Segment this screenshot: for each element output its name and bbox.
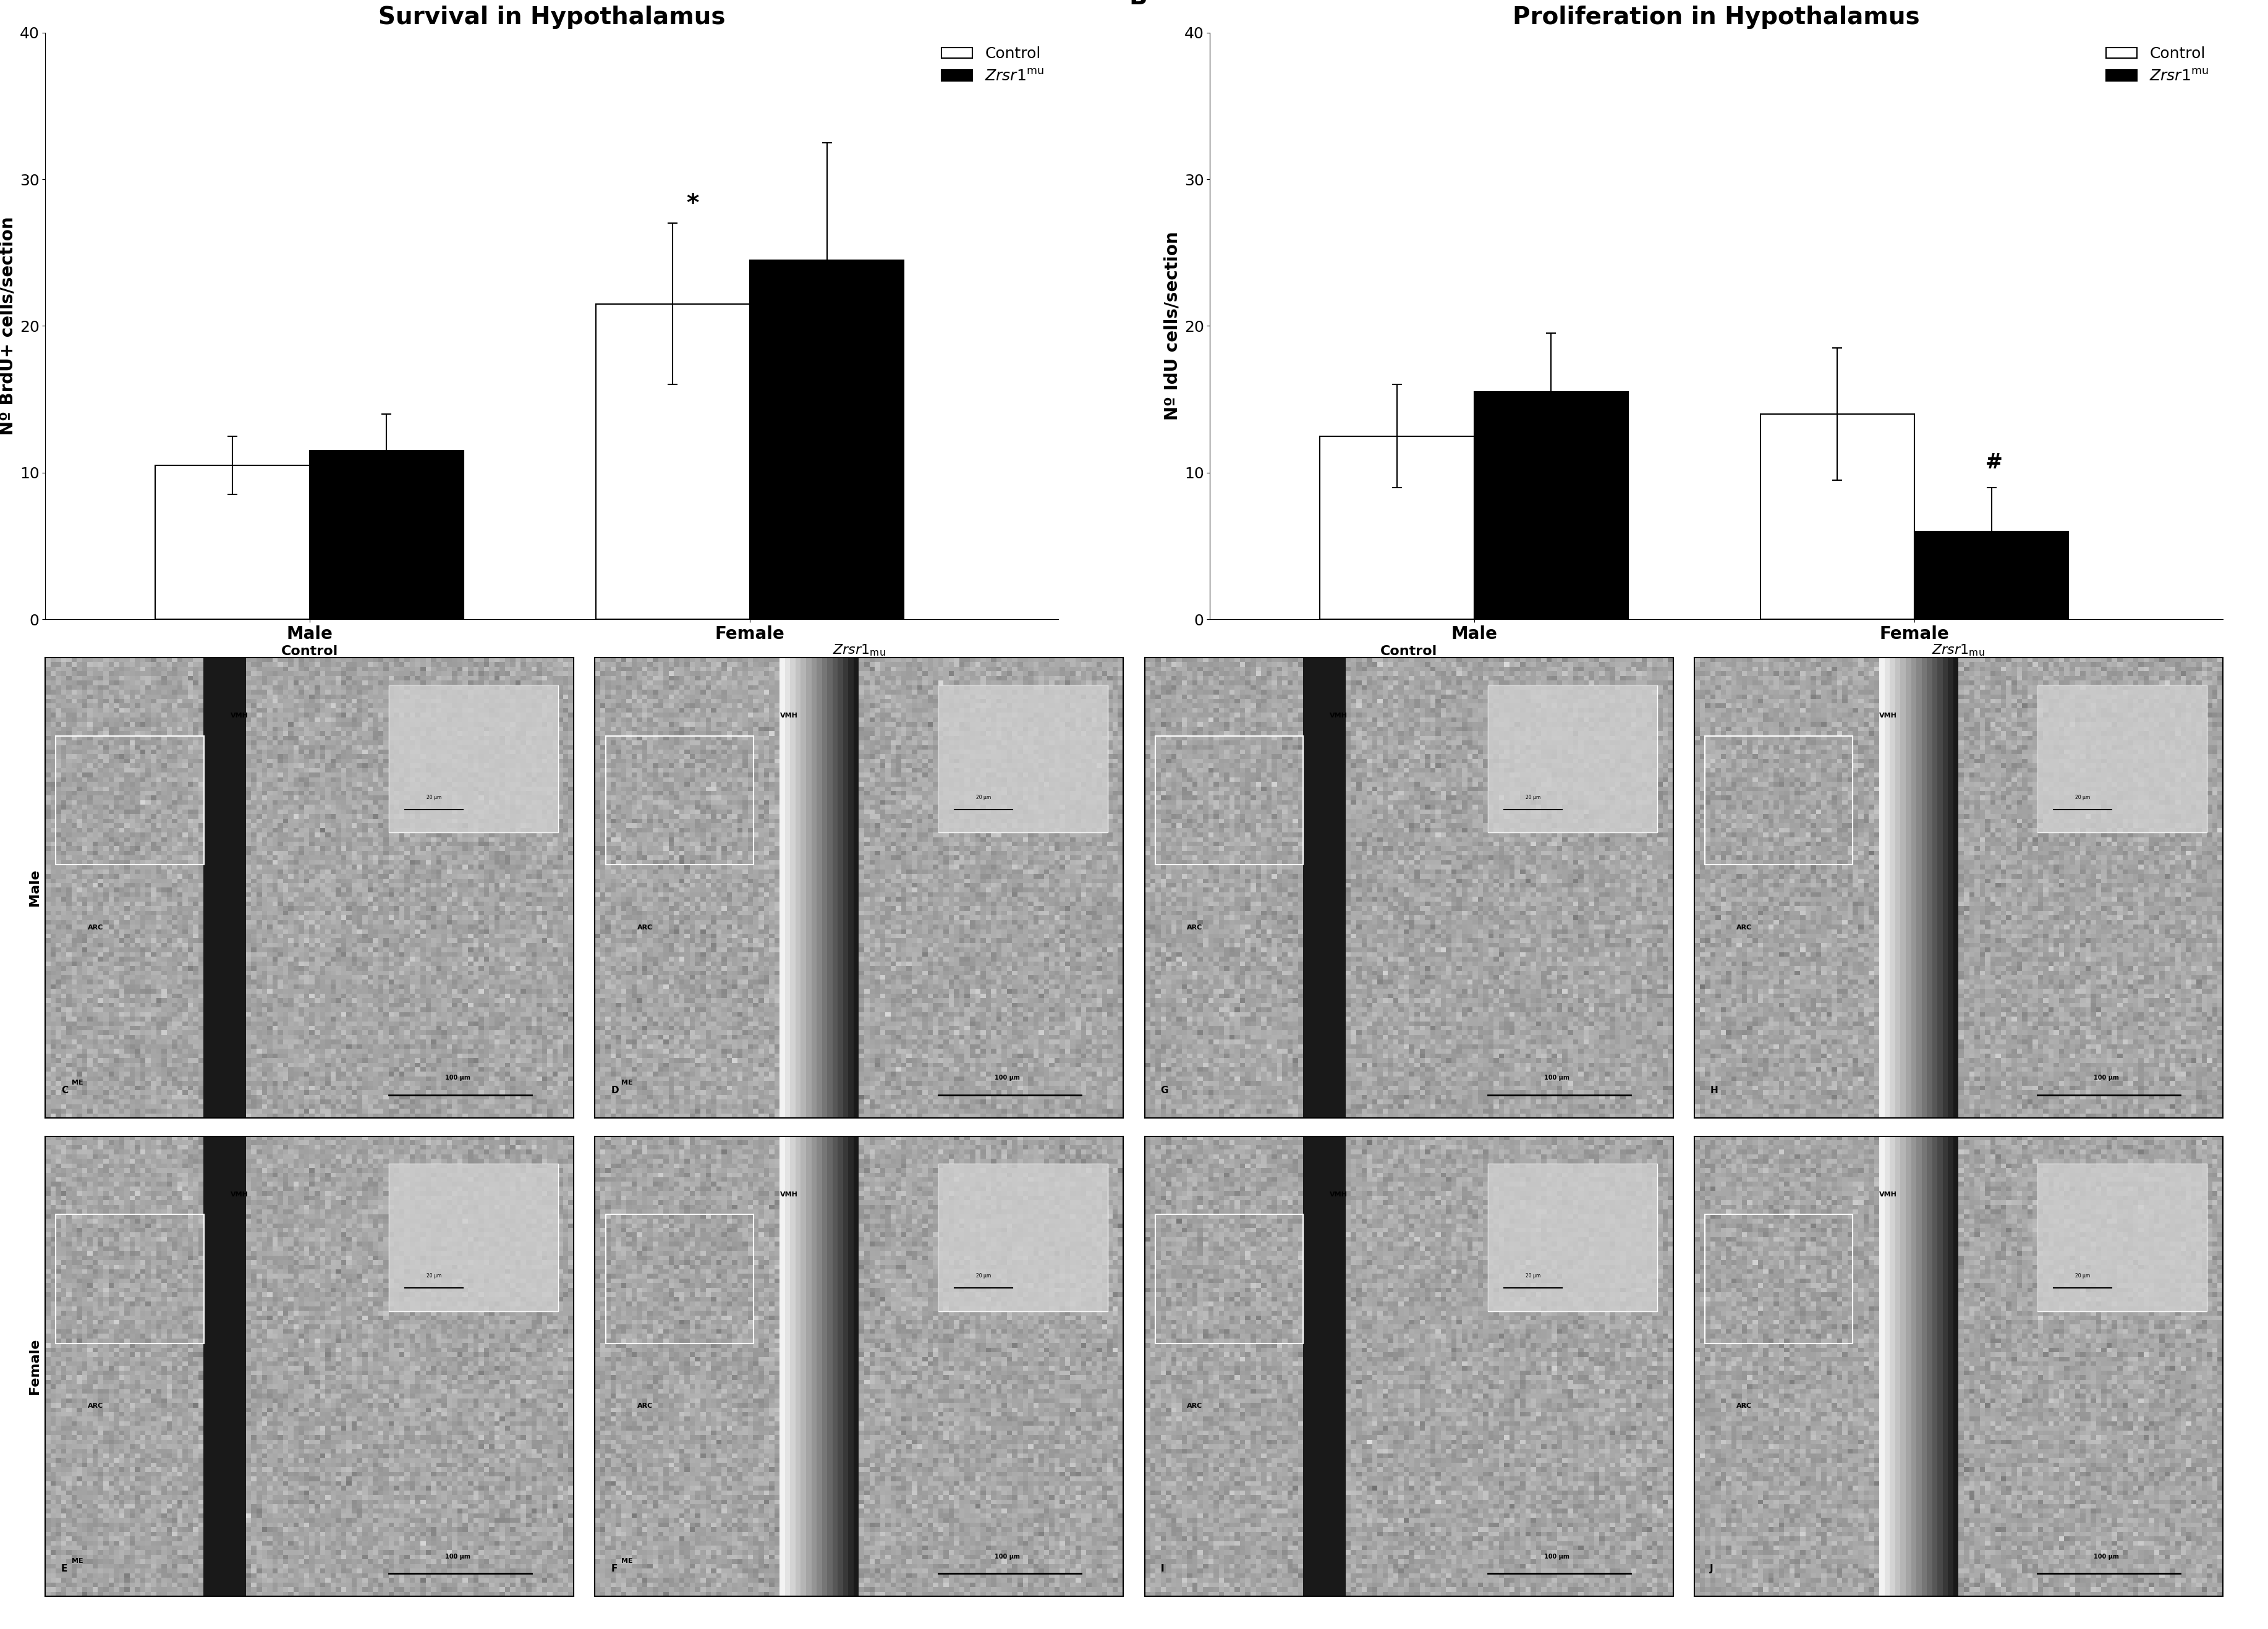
Text: ARC: ARC [88, 925, 104, 930]
Text: 100 μm: 100 μm [2093, 1554, 2118, 1559]
Bar [388, 686, 558, 832]
Y-axis label: Female: Female [29, 1339, 41, 1394]
Title: Proliferation in Hypothalamus: Proliferation in Hypothalamus [1513, 5, 1919, 29]
Text: ARC: ARC [1186, 1403, 1202, 1409]
Text: 20 μm: 20 μm [2075, 795, 2091, 800]
Text: 100 μm: 100 μm [996, 1554, 1021, 1559]
Text: VMH: VMH [1880, 714, 1896, 718]
Y-axis label: Nº BrdU+ cells/section: Nº BrdU+ cells/section [0, 217, 16, 435]
Text: F: F [610, 1564, 617, 1574]
Bar [308, 451, 463, 619]
Bar [1488, 1163, 1658, 1311]
Text: 20 μm: 20 μm [426, 1274, 442, 1279]
Text: C: C [61, 1085, 68, 1095]
Text: ARC: ARC [1186, 925, 1202, 930]
Text: ARC: ARC [637, 925, 653, 930]
Bar [57, 1215, 204, 1344]
Bar [388, 1163, 558, 1311]
Bar [1760, 414, 1914, 619]
Text: 100 μm: 100 μm [996, 1075, 1021, 1082]
Text: ME: ME [73, 1557, 84, 1564]
Bar [939, 686, 1107, 832]
Bar [388, 1163, 558, 1311]
Bar [1488, 1163, 1658, 1311]
Title: Survival in Hypothalamus: Survival in Hypothalamus [379, 5, 726, 29]
Title: Control: Control [281, 645, 338, 658]
Text: #: # [1984, 453, 2003, 472]
Bar [1706, 1215, 1853, 1344]
Title: $\it{Zrsr1}$$_{\rm{mu}}$: $\it{Zrsr1}$$_{\rm{mu}}$ [832, 643, 887, 658]
Bar [1488, 686, 1658, 832]
Bar [606, 1215, 753, 1344]
Text: 100 μm: 100 μm [2093, 1075, 2118, 1082]
Text: VMH: VMH [780, 714, 798, 718]
Text: VMH: VMH [1329, 714, 1347, 718]
Bar [2037, 686, 2207, 832]
Text: ME: ME [73, 1080, 84, 1085]
Text: J: J [1710, 1564, 1715, 1574]
Text: B: B [1129, 0, 1148, 10]
Text: 20 μm: 20 μm [975, 795, 991, 800]
Title: $\it{Zrsr1}$$_{\rm{mu}}$: $\it{Zrsr1}$$_{\rm{mu}}$ [1932, 643, 1984, 658]
Text: VMH: VMH [1880, 1191, 1896, 1197]
Text: ARC: ARC [88, 1403, 104, 1409]
Text: 100 μm: 100 μm [1545, 1075, 1569, 1082]
Text: H: H [1710, 1085, 1717, 1095]
Text: G: G [1161, 1085, 1168, 1095]
Bar [156, 466, 308, 619]
Bar [939, 1163, 1107, 1311]
Text: 100 μm: 100 μm [445, 1554, 469, 1559]
Bar [1474, 393, 1628, 619]
Text: VMH: VMH [231, 714, 247, 718]
Bar [1706, 736, 1853, 865]
Bar [1488, 686, 1658, 832]
Text: VMH: VMH [231, 1191, 247, 1197]
Text: 100 μm: 100 μm [1545, 1554, 1569, 1559]
Bar [57, 736, 204, 865]
Bar [1914, 531, 2068, 619]
Text: 20 μm: 20 μm [1526, 795, 1540, 800]
Bar [2037, 1163, 2207, 1311]
Y-axis label: Male: Male [29, 870, 41, 906]
Bar [2037, 1163, 2207, 1311]
Bar [939, 686, 1107, 832]
Text: 20 μm: 20 μm [975, 1274, 991, 1279]
Legend: Control, $\it{Zrsr1}^{\rm{mu}}$: Control, $\it{Zrsr1}^{\rm{mu}}$ [934, 41, 1050, 90]
Text: 20 μm: 20 μm [426, 795, 442, 800]
Text: 20 μm: 20 μm [1526, 1274, 1540, 1279]
Text: 100 μm: 100 μm [445, 1075, 469, 1082]
Text: ME: ME [621, 1080, 633, 1085]
Bar [939, 1163, 1107, 1311]
Bar [2037, 686, 2207, 832]
Bar [1320, 437, 1474, 619]
Text: D: D [610, 1085, 619, 1095]
Text: ME: ME [621, 1557, 633, 1564]
Text: ARC: ARC [1737, 1403, 1753, 1409]
Text: ARC: ARC [1737, 925, 1753, 930]
Bar [1154, 736, 1304, 865]
Text: I: I [1161, 1564, 1163, 1574]
Bar [751, 261, 905, 619]
Text: VMH: VMH [1329, 1191, 1347, 1197]
Bar [1154, 1215, 1304, 1344]
Bar [596, 305, 751, 619]
Text: *: * [687, 192, 699, 217]
Legend: Control, $\it{Zrsr1}^{\rm{mu}}$: Control, $\it{Zrsr1}^{\rm{mu}}$ [2100, 41, 2216, 90]
Text: VMH: VMH [780, 1191, 798, 1197]
Bar [388, 686, 558, 832]
Title: Control: Control [1381, 645, 1438, 658]
Y-axis label: Nº IdU cells/section: Nº IdU cells/section [1163, 231, 1182, 420]
Text: 20 μm: 20 μm [2075, 1274, 2091, 1279]
Text: E: E [61, 1564, 68, 1574]
Text: ARC: ARC [637, 1403, 653, 1409]
Bar [606, 736, 753, 865]
